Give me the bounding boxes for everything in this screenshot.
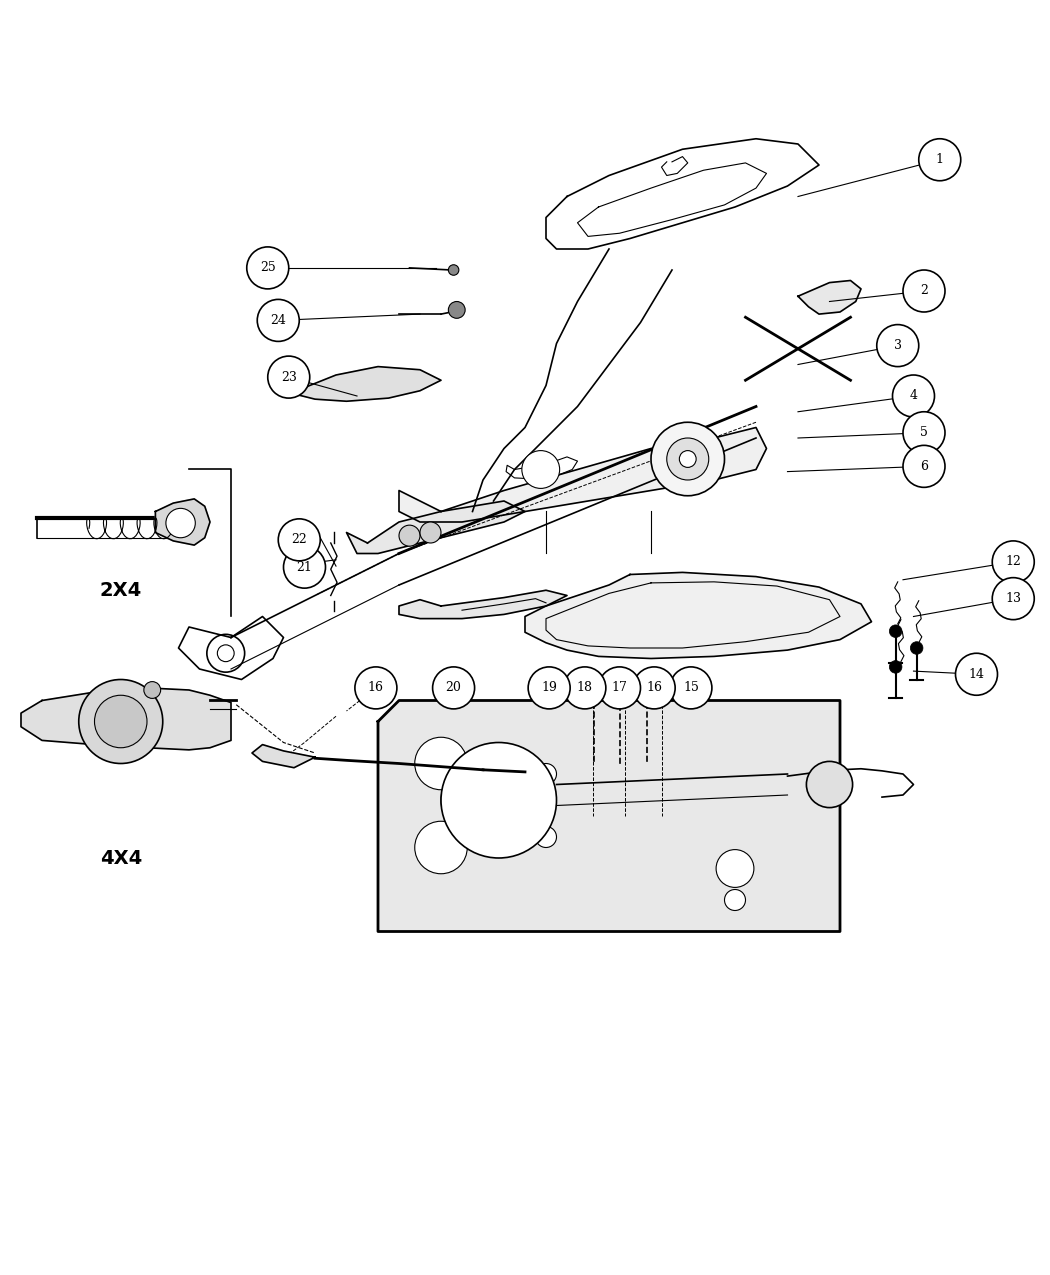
Circle shape <box>679 450 696 468</box>
Circle shape <box>448 265 459 275</box>
Circle shape <box>892 375 934 417</box>
Circle shape <box>919 139 961 181</box>
Circle shape <box>420 521 441 543</box>
Polygon shape <box>284 367 441 402</box>
Text: 13: 13 <box>1005 592 1022 606</box>
Text: 2X4: 2X4 <box>100 580 142 599</box>
Text: 14: 14 <box>968 668 985 681</box>
Circle shape <box>903 412 945 454</box>
Text: 18: 18 <box>576 681 593 695</box>
Circle shape <box>992 578 1034 620</box>
Circle shape <box>564 667 606 709</box>
Circle shape <box>670 667 712 709</box>
Text: 2: 2 <box>920 284 928 297</box>
Circle shape <box>651 422 724 496</box>
Circle shape <box>441 742 556 858</box>
Text: 17: 17 <box>611 681 628 695</box>
Polygon shape <box>525 572 872 658</box>
Polygon shape <box>346 501 525 553</box>
Circle shape <box>399 525 420 546</box>
Polygon shape <box>798 280 861 314</box>
Circle shape <box>889 660 902 673</box>
Circle shape <box>415 821 467 873</box>
Circle shape <box>956 653 997 695</box>
Polygon shape <box>399 427 766 521</box>
Circle shape <box>806 761 853 807</box>
Circle shape <box>144 682 161 699</box>
Circle shape <box>877 325 919 367</box>
Text: 12: 12 <box>1005 556 1022 569</box>
Circle shape <box>415 737 467 789</box>
Text: 23: 23 <box>280 371 297 384</box>
Text: 4: 4 <box>909 389 918 403</box>
Circle shape <box>716 849 754 887</box>
Text: 16: 16 <box>646 681 663 695</box>
Circle shape <box>724 890 746 910</box>
Circle shape <box>536 826 556 848</box>
Circle shape <box>992 541 1034 583</box>
Text: 21: 21 <box>296 561 313 574</box>
Circle shape <box>889 625 902 638</box>
Circle shape <box>257 300 299 342</box>
Circle shape <box>448 301 465 319</box>
Text: 6: 6 <box>920 460 928 473</box>
Text: 16: 16 <box>368 681 384 695</box>
Text: 5: 5 <box>920 426 928 440</box>
Circle shape <box>278 519 320 561</box>
Circle shape <box>903 270 945 312</box>
Circle shape <box>598 667 640 709</box>
Text: 4X4: 4X4 <box>100 848 142 867</box>
Text: 22: 22 <box>292 533 307 547</box>
Circle shape <box>903 445 945 487</box>
Circle shape <box>284 546 326 588</box>
Circle shape <box>268 356 310 398</box>
Text: 3: 3 <box>894 339 902 352</box>
Text: 20: 20 <box>445 681 462 695</box>
Circle shape <box>247 247 289 289</box>
Text: 15: 15 <box>682 681 699 695</box>
Text: 25: 25 <box>260 261 275 274</box>
Circle shape <box>433 667 475 709</box>
Circle shape <box>79 680 163 764</box>
Circle shape <box>94 695 147 747</box>
Polygon shape <box>399 590 567 618</box>
Polygon shape <box>252 745 315 768</box>
Text: 19: 19 <box>541 681 558 695</box>
Polygon shape <box>21 688 231 750</box>
Circle shape <box>522 450 560 488</box>
Text: 24: 24 <box>270 314 287 326</box>
Circle shape <box>441 759 525 843</box>
Circle shape <box>536 764 556 784</box>
Circle shape <box>528 667 570 709</box>
Circle shape <box>633 667 675 709</box>
Text: 1: 1 <box>936 153 944 166</box>
Circle shape <box>910 641 923 654</box>
Circle shape <box>166 509 195 538</box>
Circle shape <box>355 667 397 709</box>
Circle shape <box>667 439 709 479</box>
Polygon shape <box>155 499 210 546</box>
Polygon shape <box>378 700 840 932</box>
